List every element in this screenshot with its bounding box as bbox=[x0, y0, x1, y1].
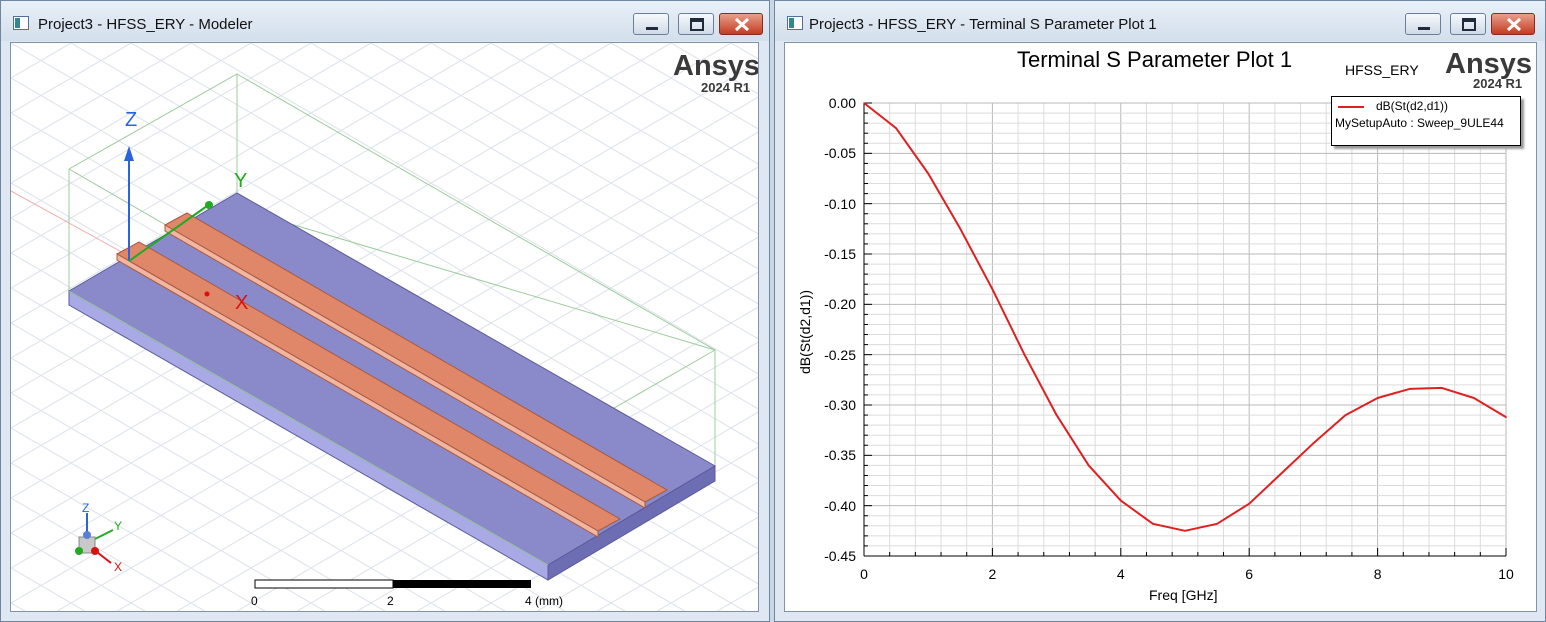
maximize-button[interactable] bbox=[678, 13, 714, 35]
z-axis-label: Z bbox=[125, 109, 138, 131]
y-tick-label: -0.35 bbox=[824, 447, 856, 464]
plot-ansys-logo: Ansys bbox=[1445, 48, 1533, 80]
y-axis-line bbox=[128, 205, 208, 262]
plot-window: Project3 - HFSS_ERY - Terminal S Paramet… bbox=[774, 0, 1546, 622]
close-button[interactable] bbox=[719, 13, 763, 35]
data-point bbox=[1473, 397, 1475, 399]
data-point bbox=[1441, 387, 1443, 389]
data-point bbox=[1280, 472, 1283, 475]
y-tick-label: -0.30 bbox=[824, 397, 856, 413]
close-icon bbox=[1506, 17, 1522, 32]
plot-window-icon bbox=[787, 16, 803, 30]
x-tick-label: 6 bbox=[1245, 566, 1254, 582]
y-tick-label: -0.15 bbox=[824, 246, 856, 262]
series-line-0 bbox=[863, 102, 1507, 532]
plot-title: Terminal S Parameter Plot 1 bbox=[1017, 47, 1293, 72]
modeler-window-title: Project3 - HFSS_ERY - Modeler bbox=[38, 16, 253, 33]
maximize-icon bbox=[1462, 18, 1476, 31]
plot-ansys-version: 2024 R1 bbox=[1473, 76, 1523, 91]
scale-label-2: 2 bbox=[387, 594, 394, 608]
data-point bbox=[863, 102, 865, 104]
data-point bbox=[1152, 522, 1154, 525]
y-tick-label: 0.00 bbox=[828, 95, 856, 111]
x-axis-label: X bbox=[235, 292, 249, 314]
data-point bbox=[1184, 530, 1186, 532]
minimize-icon bbox=[646, 27, 658, 30]
trace-2-front bbox=[164, 224, 646, 509]
y-tick-label: -0.05 bbox=[824, 145, 856, 162]
minimize-button[interactable] bbox=[633, 13, 669, 35]
data-point bbox=[1216, 522, 1218, 525]
y-tick-label: -0.40 bbox=[824, 497, 856, 514]
modeler-titlebar[interactable]: Project3 - HFSS_ERY - Modeler bbox=[1, 1, 769, 41]
plot-close-button[interactable] bbox=[1491, 13, 1535, 35]
ansys-logo: Ansys bbox=[673, 50, 759, 82]
y-tick-label: -0.45 bbox=[824, 548, 856, 564]
y-tick-label: -0.25 bbox=[824, 346, 856, 363]
x-tick-label: 2 bbox=[988, 566, 997, 582]
plot-titlebar[interactable]: Project3 - HFSS_ERY - Terminal S Paramet… bbox=[775, 1, 1545, 41]
data-point bbox=[1312, 442, 1315, 445]
origin-marker bbox=[204, 291, 210, 297]
modeler-viewport[interactable]: Ansys 2024 R1 Z Y X Z Y X 0 2 4 (mm) bbox=[10, 42, 759, 612]
plot-area[interactable]: Terminal S Parameter Plot 1 HFSS_ERY Ans… bbox=[784, 42, 1537, 612]
minimize-icon bbox=[1418, 27, 1430, 30]
modeler-window: Project3 - HFSS_ERY - Modeler bbox=[0, 0, 770, 622]
y-axis-label: Y bbox=[234, 170, 248, 192]
data-point bbox=[1023, 353, 1026, 356]
design-name: HFSS_ERY bbox=[1345, 62, 1419, 78]
y-tick-label: -0.20 bbox=[824, 296, 856, 313]
data-point bbox=[895, 127, 897, 129]
maximize-icon bbox=[690, 18, 704, 31]
s-parameter-chart[interactable] bbox=[785, 43, 1537, 612]
data-point bbox=[1120, 499, 1122, 502]
data-point bbox=[1376, 397, 1379, 399]
model-scene[interactable] bbox=[11, 43, 759, 612]
trace-1-front bbox=[116, 253, 599, 538]
triad-z-label: Z bbox=[82, 501, 90, 515]
data-point bbox=[1408, 388, 1411, 390]
chart-series bbox=[863, 102, 1507, 532]
region-box-front bbox=[68, 290, 549, 566]
legend-trace-name: dB(St(d2,d1)) bbox=[1376, 99, 1449, 113]
app-window-icon bbox=[13, 16, 29, 30]
y-axis-marker bbox=[205, 201, 213, 209]
scale-bar bbox=[254, 579, 531, 589]
data-point bbox=[927, 172, 929, 175]
triad-y-label: Y bbox=[114, 519, 123, 533]
scale-label-0: 0 bbox=[251, 594, 258, 608]
z-axis-arrow bbox=[124, 146, 134, 161]
data-point bbox=[1248, 502, 1250, 505]
plot-window-title: Project3 - HFSS_ERY - Terminal S Paramet… bbox=[809, 16, 1157, 33]
data-point bbox=[1344, 414, 1347, 416]
x-tick-label: 4 bbox=[1116, 566, 1125, 582]
x-tick-label: 10 bbox=[1498, 566, 1514, 582]
triad-x-label: X bbox=[114, 560, 123, 574]
x-tick-label: 0 bbox=[860, 566, 868, 582]
data-point bbox=[1505, 416, 1507, 418]
plot-minimize-button[interactable] bbox=[1405, 13, 1441, 35]
substrate-side bbox=[547, 465, 716, 581]
close-icon bbox=[734, 17, 750, 32]
ansys-version: 2024 R1 bbox=[701, 80, 751, 95]
data-point bbox=[959, 228, 962, 230]
x-tick-label: 8 bbox=[1373, 566, 1382, 582]
y-tick-label: -0.10 bbox=[824, 195, 856, 212]
data-point bbox=[1087, 464, 1090, 467]
legend-setup-name: MySetupAuto : Sweep_9ULE44 bbox=[1335, 116, 1504, 130]
data-point bbox=[1055, 414, 1058, 416]
scale-label-4: 4 (mm) bbox=[525, 594, 563, 608]
y-axis-title: dB(St(d2,d1)) bbox=[797, 289, 813, 374]
legend-swatch bbox=[1338, 106, 1364, 108]
plot-maximize-button[interactable] bbox=[1450, 13, 1486, 35]
chart-axes bbox=[863, 102, 1507, 557]
data-point bbox=[991, 288, 994, 291]
x-axis-title: Freq [GHz] bbox=[1149, 587, 1218, 603]
view-triad[interactable] bbox=[75, 513, 114, 564]
chart-grid bbox=[863, 102, 1507, 557]
chart-legend[interactable]: dB(St(d2,d1)) MySetupAuto : Sweep_9ULE44 bbox=[1331, 96, 1521, 146]
